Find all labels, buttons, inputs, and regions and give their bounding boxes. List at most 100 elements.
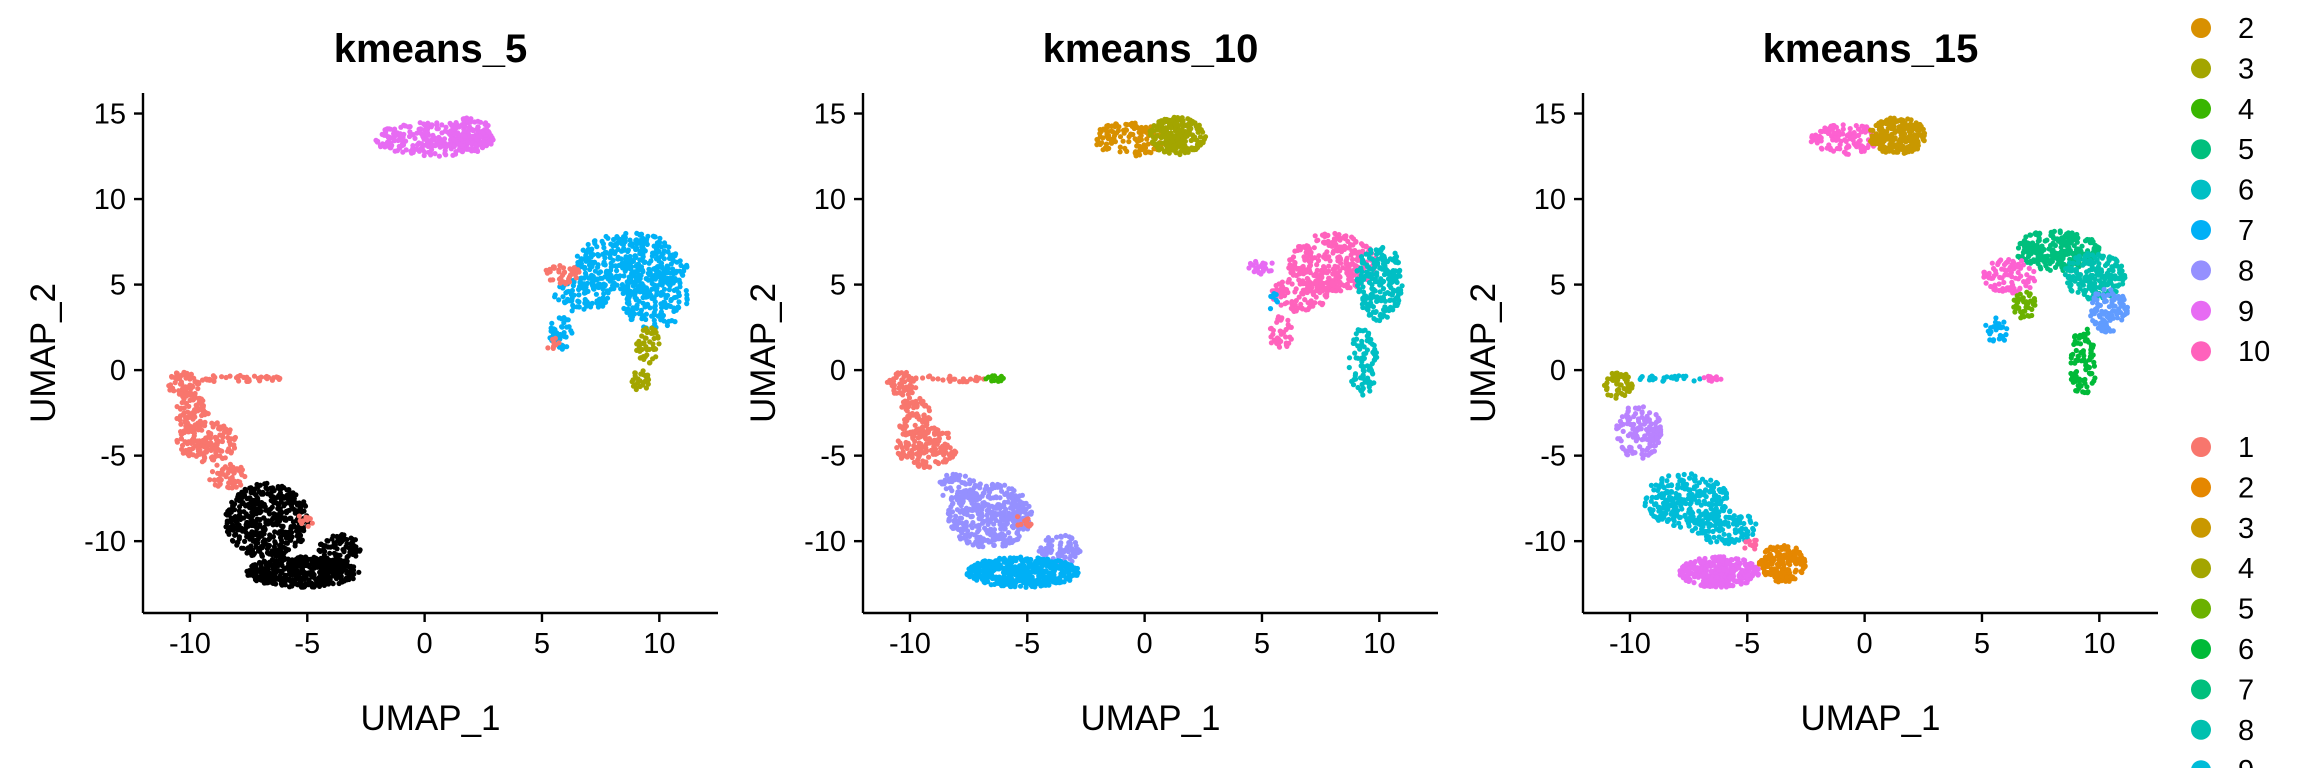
point-cluster-5 [465, 139, 471, 145]
point-cluster-6 [1360, 328, 1366, 334]
point-cluster-8 [997, 521, 1003, 528]
point-cluster-2 [1123, 127, 1130, 133]
point-cluster-4 [582, 270, 589, 276]
point-cluster-4 [577, 283, 584, 289]
point-cluster-1 [927, 373, 933, 379]
point-cluster-1 [216, 426, 222, 432]
point-cluster-10 [1319, 288, 1325, 294]
point-cluster-9 [257, 522, 263, 528]
point-cluster-2 [637, 346, 643, 352]
point-cluster-6 [1355, 343, 1361, 349]
point-cluster-8 [982, 537, 988, 543]
point-cluster-9 [281, 566, 287, 572]
point-cluster-10 [1309, 256, 1315, 262]
point-cluster-5 [436, 134, 442, 140]
point-cluster-9 [264, 550, 271, 556]
point-cluster-5 [482, 121, 488, 127]
point-cluster-1 [923, 436, 929, 442]
point-cluster-6 [1364, 347, 1370, 353]
point-cluster-4 [624, 309, 630, 315]
point-cluster-4 [651, 295, 657, 301]
point-cluster-8 [942, 479, 948, 485]
point-cluster-6 [1354, 268, 1360, 274]
point-cluster-5 [434, 126, 440, 132]
point-cluster-8 [981, 503, 987, 509]
point-cluster-5 [412, 135, 418, 141]
point-cluster-5 [405, 124, 412, 130]
point-cluster-9 [240, 545, 246, 551]
point-cluster-4 [666, 244, 672, 250]
point-cluster-5 [466, 146, 472, 152]
point-cluster-7 [1049, 560, 1055, 566]
point-cluster-4 [596, 281, 603, 287]
point-cluster-6 [1352, 350, 1358, 356]
point-cluster-5 [383, 129, 389, 135]
point-cluster-9 [286, 560, 292, 566]
point-cluster-5 [453, 149, 459, 155]
point-cluster-1 [198, 396, 204, 402]
point-cluster-6 [1360, 284, 1366, 290]
point-cluster-3 [1176, 127, 1182, 133]
point-cluster-10 [1363, 243, 1369, 249]
point-cluster-3 [1158, 140, 1165, 146]
point-cluster-7 [967, 570, 974, 577]
point-cluster-1 [193, 453, 199, 459]
point-cluster-10 [1281, 288, 1287, 294]
point-cluster-5 [389, 142, 395, 148]
point-cluster-2 [644, 347, 650, 353]
point-cluster-10 [1306, 249, 1313, 255]
point-cluster-1 [228, 449, 234, 455]
point-cluster-1 [225, 470, 231, 476]
point-cluster-9 [251, 531, 257, 537]
point-cluster-1 [305, 523, 311, 529]
point-cluster-4 [561, 320, 567, 326]
point-cluster-2 [644, 352, 650, 358]
point-cluster-8 [962, 473, 969, 479]
point-cluster-2 [1104, 133, 1110, 139]
point-cluster-2 [647, 339, 653, 345]
point-cluster-5 [428, 138, 434, 144]
point-cluster-4 [1000, 375, 1006, 381]
point-cluster-9 [274, 568, 280, 574]
point-cluster-5 [436, 153, 442, 159]
point-cluster-4 [611, 280, 618, 286]
point-cluster-4 [658, 292, 664, 298]
point-cluster-1 [227, 480, 233, 486]
x-axis-label: UMAP_1 [360, 699, 500, 738]
point-cluster-8 [1019, 492, 1025, 498]
point-cluster-3 [1164, 140, 1170, 146]
point-cluster-6 [1367, 339, 1373, 345]
point-cluster-4 [673, 307, 679, 313]
point-cluster-4 [638, 264, 645, 270]
point-cluster-1 [566, 274, 573, 280]
point-cluster-2 [640, 371, 646, 378]
point-cluster-1 [912, 438, 918, 444]
point-cluster-4 [605, 235, 611, 241]
point-cluster-4 [634, 241, 640, 247]
point-cluster-9 [331, 540, 337, 546]
point-cluster-6 [1346, 355, 1353, 361]
point-cluster-4 [672, 319, 678, 325]
point-cluster-4 [664, 270, 670, 276]
point-cluster-1 [545, 345, 551, 351]
point-cluster-4 [658, 244, 665, 250]
point-cluster-9 [255, 536, 261, 542]
point-cluster-1 [194, 404, 200, 410]
point-cluster-9 [259, 501, 265, 507]
point-cluster-10 [1309, 288, 1315, 294]
y-tick-label: -5 [100, 441, 126, 473]
point-cluster-9 [249, 513, 255, 520]
point-cluster-2 [645, 381, 651, 387]
point-cluster-6 [1361, 368, 1367, 374]
point-cluster-6 [1392, 268, 1398, 274]
point-cluster-9 [326, 570, 332, 576]
point-cluster-4 [630, 308, 636, 314]
point-cluster-1 [189, 425, 195, 431]
point-cluster-9 [261, 530, 267, 536]
point-cluster-1 [233, 375, 240, 381]
point-cluster-1 [913, 375, 919, 381]
point-cluster-4 [549, 320, 555, 326]
point-cluster-5 [479, 144, 485, 150]
point-cluster-10 [1300, 287, 1306, 293]
point-cluster-4 [644, 293, 650, 299]
